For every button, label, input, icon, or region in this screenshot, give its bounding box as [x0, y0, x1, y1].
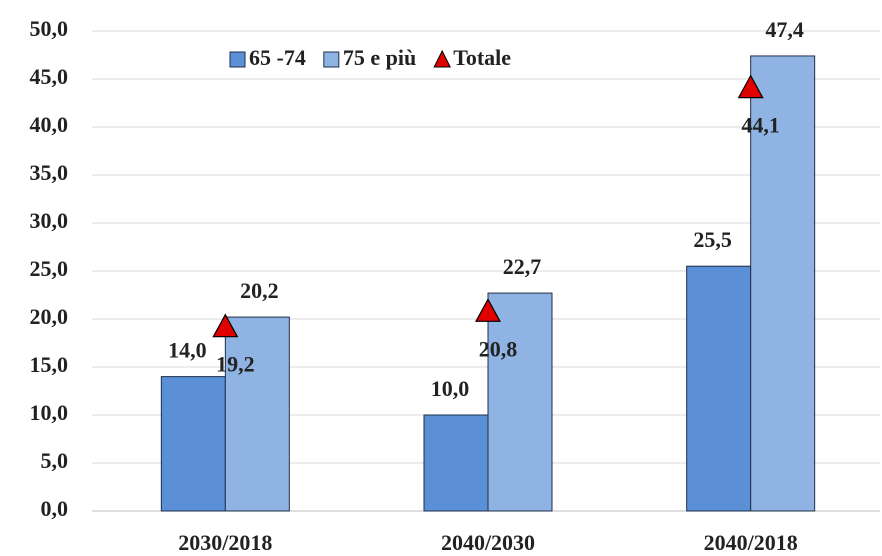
marker — [474, 298, 502, 322]
bar — [686, 265, 752, 512]
value-label: 19,2 — [216, 352, 255, 377]
value-label: 14,0 — [168, 338, 207, 363]
value-label: 47,4 — [765, 17, 804, 42]
value-label: 10,0 — [431, 376, 470, 401]
marker — [737, 74, 764, 99]
y-tick-label: 40,0 — [30, 112, 69, 137]
bar — [423, 414, 489, 512]
y-tick-label: 10,0 — [30, 400, 69, 425]
legend-label: Totale — [453, 45, 511, 70]
bar — [160, 376, 226, 512]
value-label: 20,2 — [240, 278, 279, 303]
bar — [750, 55, 816, 512]
legend-label: 65 -74 — [249, 45, 306, 70]
y-tick-label: 20,0 — [30, 304, 69, 329]
y-tick-label: 15,0 — [30, 352, 69, 377]
value-label: 25,5 — [693, 227, 732, 252]
y-tick-label: 25,0 — [30, 256, 69, 281]
y-tick-label: 30,0 — [30, 208, 69, 233]
y-tick-label: 45,0 — [30, 64, 69, 89]
x-tick-label: 2040/2030 — [441, 530, 535, 555]
legend-swatch — [433, 49, 451, 68]
legend-swatch — [323, 51, 340, 68]
legend-label: 75 e più — [343, 45, 416, 70]
x-tick-label: 2040/2018 — [704, 530, 798, 555]
x-tick-label: 2030/2018 — [178, 530, 272, 555]
marker — [212, 313, 239, 338]
value-label: 22,7 — [503, 254, 542, 279]
y-tick-label: 35,0 — [30, 160, 69, 185]
y-tick-label: 5,0 — [41, 448, 69, 473]
value-label: 20,8 — [479, 336, 518, 361]
bar — [487, 292, 553, 512]
legend-swatch — [229, 51, 246, 68]
y-tick-label: 50,0 — [30, 16, 69, 41]
y-tick-label: 0,0 — [41, 496, 69, 521]
bar — [224, 316, 290, 512]
value-label: 44,1 — [741, 113, 780, 138]
